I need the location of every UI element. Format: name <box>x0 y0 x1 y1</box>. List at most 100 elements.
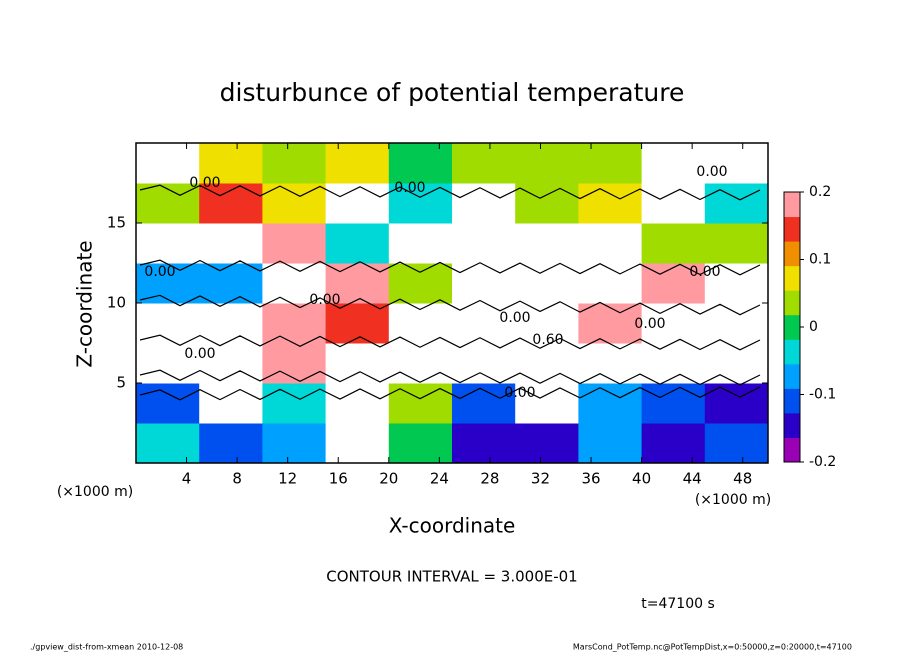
x-tick-label: 20 <box>379 470 398 488</box>
colorbar-bin <box>784 192 800 218</box>
colorbar-bin <box>784 314 800 340</box>
heat-cell <box>578 223 643 264</box>
x-tick-label: 24 <box>430 470 449 488</box>
heat-cell <box>136 303 200 344</box>
contour-label: 0.00 <box>504 385 535 401</box>
heat-cell <box>136 423 200 464</box>
x-tick-label: 32 <box>531 470 550 488</box>
heat-cell <box>262 303 327 344</box>
contour-line <box>139 259 761 276</box>
colorbar-bin <box>784 363 800 389</box>
contour-label: 0.00 <box>144 264 175 280</box>
x-tick-label: 40 <box>632 470 651 488</box>
contour-label: 0.00 <box>689 264 720 280</box>
contour-line <box>139 334 761 351</box>
heat-cell <box>388 423 453 464</box>
heat-cell <box>641 143 706 184</box>
contour-label: 0.00 <box>189 175 220 191</box>
heat-cell <box>704 383 769 424</box>
heat-cell <box>388 223 453 264</box>
contour-line <box>139 184 761 201</box>
heat-cell <box>136 263 200 304</box>
heat-cell <box>452 343 516 384</box>
x-tick-label: 36 <box>581 470 600 488</box>
heat-cell <box>136 343 200 384</box>
heat-cell <box>388 143 453 184</box>
footer-left: ./gpview_dist-from-xmean 2010-12-08 <box>30 643 183 652</box>
x-tick-label: 12 <box>278 470 297 488</box>
heat-cell <box>515 423 579 464</box>
heat-cell <box>388 343 453 384</box>
heat-cell <box>262 343 327 384</box>
contour-label: 0.60 <box>532 332 563 348</box>
heat-cell <box>704 263 769 304</box>
chart-title: disturbunce of potential temperature <box>220 78 685 107</box>
heat-cell <box>578 183 643 224</box>
heat-cell <box>515 183 579 224</box>
contour-label: 0.00 <box>394 180 425 196</box>
heat-cell <box>262 263 327 304</box>
heat-cell <box>578 423 643 464</box>
heat-cell <box>704 183 769 224</box>
heat-cell <box>136 383 200 424</box>
contour-label: 0.00 <box>309 292 340 308</box>
contour-label: 0.00 <box>634 316 665 332</box>
heat-cell <box>388 263 453 304</box>
x-unit: (×1000 m) <box>57 484 133 500</box>
y-tick-label: 5 <box>116 374 126 392</box>
heat-cell <box>452 223 516 264</box>
colorbar-bin <box>784 339 800 365</box>
contour-interval: CONTOUR INTERVAL = 3.000E-01 <box>326 568 577 586</box>
heat-cell <box>704 223 769 264</box>
heat-cell <box>262 383 327 424</box>
heat-cell <box>325 223 390 264</box>
heat-cell <box>641 223 706 264</box>
heat-cell <box>641 183 706 224</box>
heat-cell <box>325 183 390 224</box>
contour-line <box>139 369 761 386</box>
heat-cell <box>199 263 263 304</box>
heat-cell <box>262 223 327 264</box>
heat-cell <box>452 303 516 344</box>
x-axis-label: X-coordinate <box>389 514 516 538</box>
heat-cell <box>704 303 769 344</box>
heat-cell <box>136 143 200 184</box>
y-tick-label: 10 <box>107 294 126 312</box>
heat-cell <box>515 143 579 184</box>
colorbar-tick-label: -0.1 <box>809 387 836 403</box>
heat-cell <box>515 383 579 424</box>
colorbar-bin <box>784 241 800 267</box>
heat-cell <box>704 143 769 184</box>
heat-cell <box>199 223 263 264</box>
heat-cell <box>515 223 579 264</box>
time-label: t=47100 s <box>641 596 715 612</box>
x-tick-label: 48 <box>733 470 752 488</box>
heat-cell <box>578 383 643 424</box>
heat-cell <box>325 423 390 464</box>
heat-cell <box>262 143 327 184</box>
colorbar-bin <box>784 412 800 438</box>
contour-label: 0.00 <box>184 346 215 362</box>
heat-cell <box>262 423 327 464</box>
heat-cell <box>578 303 643 344</box>
heat-cell <box>641 383 706 424</box>
x-tick-label: 44 <box>683 470 702 488</box>
heat-cell <box>325 143 390 184</box>
heat-cell <box>578 343 643 384</box>
y-axis-label: Z-coordinate <box>73 240 97 367</box>
heat-cell <box>515 303 579 344</box>
heat-cell <box>325 303 390 344</box>
heat-cell <box>325 383 390 424</box>
colorbar-bin <box>784 437 800 463</box>
heat-cell <box>199 303 263 344</box>
x-tick-label: 8 <box>232 470 242 488</box>
heat-cell <box>452 263 516 304</box>
heat-cell <box>199 143 263 184</box>
x-tick-label: 4 <box>182 470 192 488</box>
colorbar-bin <box>784 388 800 414</box>
heat-cell <box>199 383 263 424</box>
heat-cell <box>452 423 516 464</box>
contour-label: 0.00 <box>499 310 530 326</box>
colorbar-tick-label: 0.1 <box>809 252 831 268</box>
